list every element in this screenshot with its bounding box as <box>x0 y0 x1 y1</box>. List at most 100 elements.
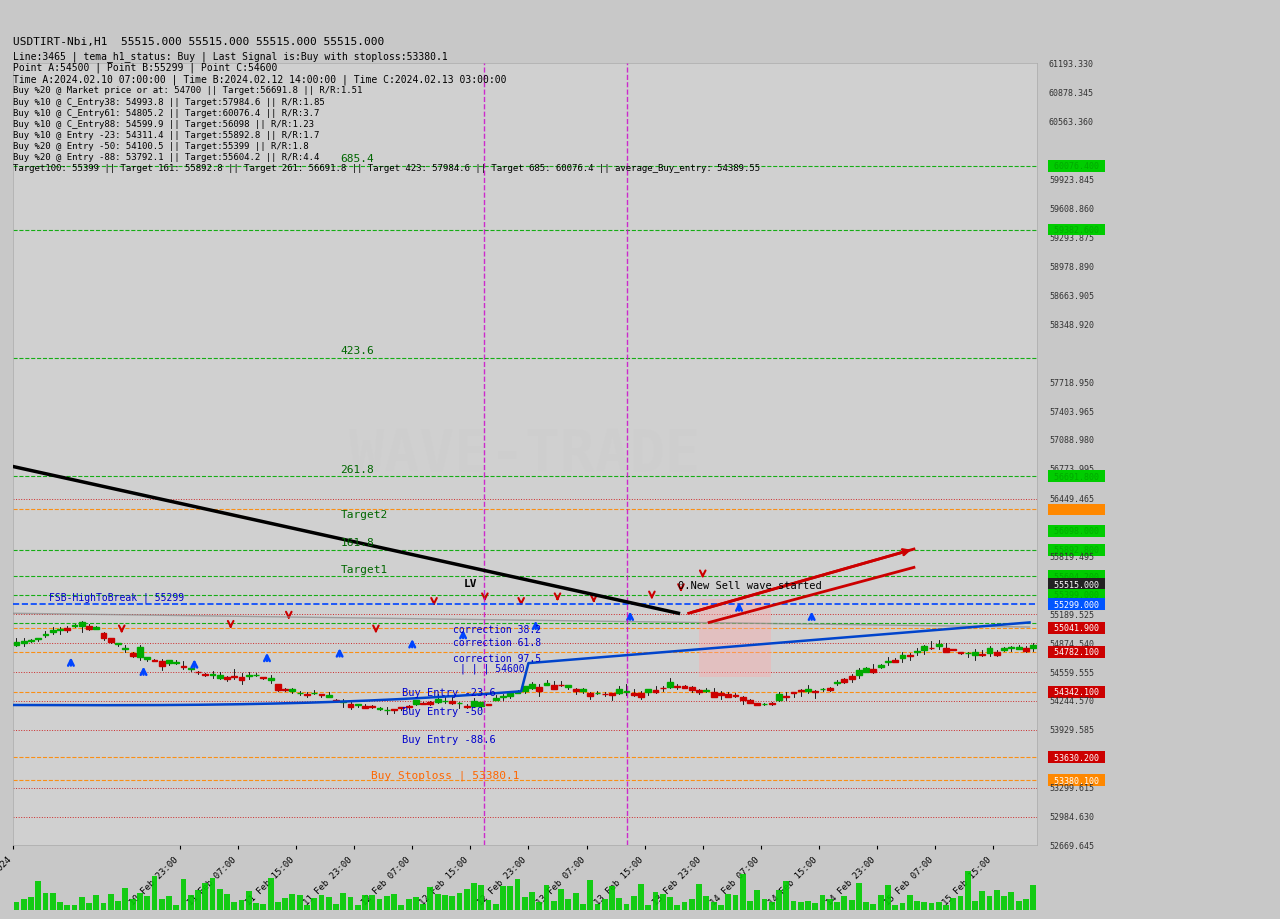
Text: Buy Entry -88.6: Buy Entry -88.6 <box>402 734 495 744</box>
Bar <box>609 694 614 695</box>
Bar <box>870 904 877 910</box>
Text: 59923.845: 59923.845 <box>1050 176 1094 185</box>
Bar <box>398 905 404 910</box>
Bar <box>115 901 122 910</box>
Text: Target100: 55399 || Target 161: 55892.8 || Target 261: 56691.8 || Target 423: 57: Target100: 55399 || Target 161: 55892.8 … <box>13 164 760 173</box>
Bar <box>319 895 324 910</box>
Bar <box>42 893 49 910</box>
Bar <box>428 702 434 704</box>
Bar <box>892 661 899 662</box>
Bar <box>783 881 790 910</box>
Bar <box>101 634 106 638</box>
Bar <box>914 902 920 910</box>
Bar <box>805 689 812 691</box>
Bar <box>362 706 367 708</box>
Bar <box>289 689 296 691</box>
Bar <box>14 902 19 910</box>
Bar <box>566 899 571 910</box>
Bar <box>987 649 992 653</box>
Bar <box>588 880 593 910</box>
Bar <box>326 897 332 910</box>
Bar <box>471 883 477 910</box>
Bar <box>50 893 55 910</box>
Bar <box>906 655 913 656</box>
Bar <box>449 702 456 703</box>
Text: 53380.100: 53380.100 <box>1050 776 1103 785</box>
Bar <box>616 689 622 693</box>
Text: 56449.465: 56449.465 <box>1050 494 1094 504</box>
Text: Buy %10 @ C_Entry88: 54599.9 || Target:56098 || R/R:1.23: Buy %10 @ C_Entry88: 54599.9 || Target:5… <box>13 119 314 129</box>
Bar <box>392 894 397 910</box>
Text: 57718.950: 57718.950 <box>1050 379 1094 387</box>
Bar <box>297 895 302 910</box>
Bar <box>849 901 855 910</box>
Bar <box>420 904 426 910</box>
Bar <box>1001 648 1007 650</box>
Text: 685.4: 685.4 <box>340 154 374 165</box>
Text: 54244.570: 54244.570 <box>1050 697 1094 706</box>
Bar <box>639 693 644 697</box>
Bar <box>406 899 411 910</box>
Bar <box>645 904 652 910</box>
Bar <box>588 693 593 696</box>
Text: 54874.540: 54874.540 <box>1050 639 1094 648</box>
Text: 57088.980: 57088.980 <box>1050 436 1094 445</box>
Bar <box>732 895 739 910</box>
Bar <box>544 885 549 910</box>
Bar <box>376 900 383 910</box>
Bar <box>340 701 346 702</box>
Bar <box>180 666 187 668</box>
Text: 53630.200: 53630.200 <box>1050 753 1103 762</box>
Bar <box>631 693 636 696</box>
Bar <box>166 896 172 910</box>
Bar <box>754 891 760 910</box>
Bar <box>28 897 33 910</box>
Bar <box>493 904 499 910</box>
Bar <box>282 898 288 910</box>
Text: correction 97.5: correction 97.5 <box>453 653 541 664</box>
Bar <box>485 704 492 706</box>
Bar <box>791 902 796 910</box>
Bar <box>493 698 499 700</box>
Bar <box>159 662 165 666</box>
Bar <box>572 893 579 910</box>
Bar <box>558 889 564 910</box>
Bar <box>653 690 658 692</box>
Text: Buy Entry -23.6: Buy Entry -23.6 <box>402 687 495 697</box>
Bar <box>72 625 77 626</box>
Bar <box>195 891 201 910</box>
Bar <box>463 706 470 708</box>
Text: 54782.100: 54782.100 <box>1050 647 1103 656</box>
Bar <box>515 879 521 910</box>
Bar <box>260 677 266 679</box>
Bar <box>166 660 172 663</box>
Bar <box>675 905 680 910</box>
Text: WAVE-TRADE: WAVE-TRADE <box>349 426 700 483</box>
Bar <box>1023 648 1029 652</box>
Bar <box>522 897 527 910</box>
Text: 261.8: 261.8 <box>340 464 374 474</box>
Bar <box>289 894 296 910</box>
Bar <box>224 677 230 679</box>
Bar <box>1009 648 1014 649</box>
Text: Point A:54500 | Point B:55299 | Point C:54600: Point A:54500 | Point B:55299 | Point C:… <box>13 62 278 73</box>
Bar <box>500 696 506 698</box>
Bar <box>616 898 622 910</box>
Text: 53299.615: 53299.615 <box>1050 783 1094 792</box>
Text: 61193.330: 61193.330 <box>1050 60 1094 69</box>
Bar <box>870 670 877 673</box>
Bar <box>1023 899 1029 910</box>
Bar <box>101 902 106 910</box>
Bar <box>791 692 796 694</box>
Bar <box>819 895 826 910</box>
Bar <box>762 900 768 910</box>
Bar <box>435 894 440 910</box>
Bar <box>50 630 55 632</box>
Bar <box>936 644 942 646</box>
Bar <box>602 899 608 910</box>
Text: 52669.645: 52669.645 <box>1050 841 1094 850</box>
Bar <box>957 896 964 910</box>
Bar <box>572 688 579 692</box>
Bar <box>370 895 375 910</box>
Bar <box>362 895 367 910</box>
